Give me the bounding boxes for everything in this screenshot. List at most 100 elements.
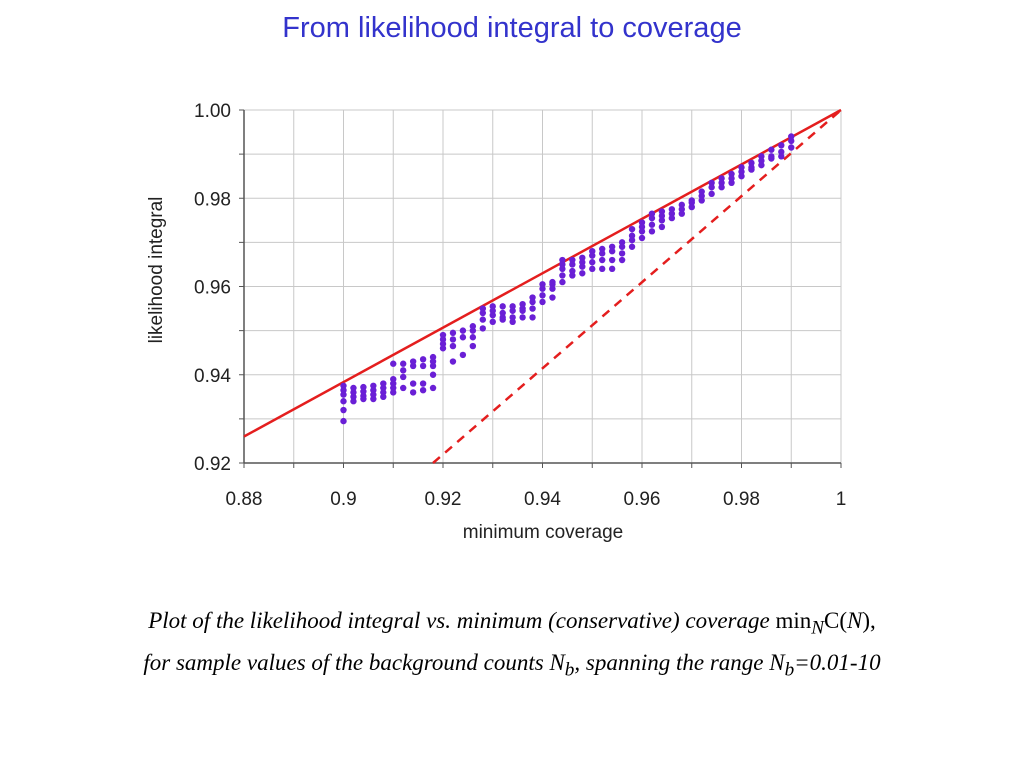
data-point	[390, 375, 397, 383]
data-point	[569, 267, 576, 275]
data-point	[370, 395, 377, 403]
x-tick-label: 0.92	[425, 489, 462, 510]
data-point	[340, 398, 347, 405]
data-point	[658, 212, 666, 220]
y-tick-label: 0.94	[194, 366, 231, 387]
data-point	[489, 311, 496, 319]
caption-line-2-text: for sample values of the background coun…	[143, 649, 565, 675]
data-point	[539, 281, 546, 288]
data-point	[370, 391, 377, 398]
scatter-chart: 0.88 0.9 0.92 0.94 0.96 0.98 1 0.92 0.94 0.96 0.98…	[146, 101, 847, 543]
data-point	[370, 386, 377, 394]
data-point	[459, 327, 467, 334]
data-point	[579, 259, 586, 266]
data-point	[429, 384, 437, 392]
data-point	[628, 243, 636, 250]
data-point	[599, 245, 606, 253]
data-point	[559, 265, 566, 273]
data-point	[479, 305, 486, 312]
data-point	[638, 234, 646, 242]
x-tick-label: 1	[836, 489, 847, 510]
data-point	[589, 252, 596, 259]
data-point	[380, 393, 387, 401]
data-point	[429, 362, 437, 370]
data-point	[439, 340, 447, 348]
data-point	[788, 133, 795, 140]
caption-math-sub-n: N	[811, 617, 825, 639]
data-point	[559, 272, 566, 279]
data-point	[390, 360, 397, 367]
data-point	[469, 342, 477, 350]
data-point	[778, 142, 785, 149]
data-point	[569, 256, 576, 264]
data-point	[449, 358, 457, 365]
data-point	[758, 161, 765, 169]
data-point	[340, 417, 347, 425]
data-point	[748, 159, 755, 167]
data-point	[459, 351, 467, 359]
data-point	[350, 384, 357, 392]
data-point	[768, 146, 775, 153]
data-point	[340, 406, 347, 414]
data-point	[400, 360, 407, 367]
y-tick-label: 0.98	[194, 189, 231, 210]
data-point	[509, 307, 516, 314]
data-point	[728, 170, 735, 178]
data-point	[728, 175, 735, 182]
data-point	[400, 384, 407, 392]
x-tick-label: 0.94	[524, 489, 561, 510]
data-point	[479, 325, 486, 332]
data-point	[618, 250, 626, 257]
data-point	[499, 314, 506, 321]
x-axis-label: minimum coverage	[463, 522, 624, 543]
data-point	[429, 371, 437, 378]
data-point	[599, 250, 606, 257]
caption-sub-b-1: b	[564, 659, 575, 681]
data-point	[638, 223, 646, 231]
data-point	[419, 380, 427, 387]
axes	[239, 109, 842, 468]
data-point	[449, 342, 457, 350]
data-point	[350, 398, 357, 405]
data-point	[728, 179, 735, 187]
data-point	[678, 210, 685, 217]
data-point	[549, 294, 556, 301]
data-point	[698, 188, 705, 195]
data-point	[658, 208, 666, 215]
data-point	[688, 199, 695, 206]
data-point	[608, 256, 616, 264]
data-point	[489, 307, 496, 314]
caption-line-2-mid: , spanning the range N	[574, 649, 785, 675]
caption-line-2-end: =0.01-10	[794, 649, 881, 675]
data-point	[758, 153, 765, 160]
data-point	[579, 254, 586, 262]
caption-line-1: Plot of the likelihood integral vs. mini…	[40, 604, 984, 646]
data-point	[370, 382, 377, 389]
data-point	[529, 314, 536, 321]
caption-math-min: min	[775, 608, 812, 633]
data-point	[340, 382, 347, 389]
data-point	[628, 236, 636, 244]
data-point	[419, 386, 427, 394]
data-point	[360, 388, 367, 395]
data-point	[479, 316, 486, 323]
data-point	[519, 300, 526, 308]
data-point	[360, 395, 367, 403]
data-point	[738, 164, 745, 171]
data-point	[439, 336, 447, 343]
data-point	[400, 367, 407, 374]
y-tick-label: 0.92	[194, 454, 231, 475]
data-point	[529, 294, 536, 301]
data-point	[708, 184, 715, 191]
data-point	[409, 389, 417, 396]
data-point	[599, 256, 606, 264]
data-point	[499, 309, 506, 317]
data-point	[618, 239, 626, 246]
data-point	[589, 259, 596, 266]
data-point	[748, 166, 755, 173]
x-tick-label: 0.9	[330, 489, 356, 510]
caption-sub-b-2: b	[784, 659, 795, 681]
data-point	[340, 391, 347, 398]
data-point	[668, 206, 676, 213]
data-point	[608, 243, 616, 250]
